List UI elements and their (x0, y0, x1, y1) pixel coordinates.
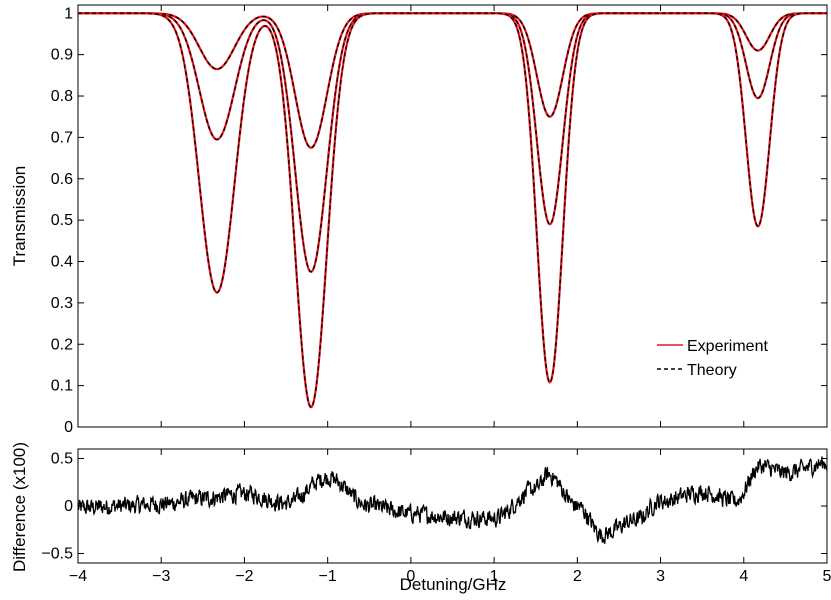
main-ytick-label: 0.9 (51, 47, 73, 64)
main-ytick-label: 0.2 (51, 336, 73, 353)
theory-line-1 (78, 12, 827, 273)
x-tick-label: −1 (319, 568, 337, 585)
x-tick-label: 5 (823, 568, 831, 585)
residual-axes-frame (77, 448, 828, 564)
main-ytick-label: 0.4 (51, 254, 73, 271)
main-ytick-label: 0.3 (51, 295, 73, 312)
main-axes-frame (77, 4, 828, 428)
main-ytick-label: 0.7 (51, 129, 73, 146)
residual-series-group (77, 456, 828, 545)
main-ytick-label: 0.5 (51, 212, 73, 229)
difference-line (77, 456, 828, 545)
main-ytick-label: 0.8 (51, 88, 73, 105)
x-axis-label: Detuning/GHz (400, 575, 507, 594)
residual-ytick-label: 0.5 (51, 451, 73, 468)
main-axis-ticks: 0 0.1 0.2 0.3 0.4 0.5 0.6 0.7 0.8 0.9 1 (51, 5, 828, 436)
x-tick-label: 0 (406, 568, 415, 585)
x-tick-label: 4 (739, 568, 748, 585)
residual-ytick-label: 0 (64, 498, 73, 515)
x-tick-label: 2 (573, 568, 582, 585)
theory-line-0 (78, 12, 827, 149)
main-series-group (78, 12, 827, 409)
experiment-line-0 (78, 12, 827, 149)
residual-axis-ticks: −0.5 0 0.5 −4 −3 −2 −1 0 1 2 3 4 5 (41, 449, 831, 585)
x-tick-label: −4 (69, 568, 87, 585)
theory-line-2 (78, 12, 827, 408)
legend-theory-label: Theory (687, 362, 737, 379)
legend: Experiment Theory (657, 338, 768, 379)
legend-experiment-label: Experiment (687, 338, 768, 355)
main-ytick-label: 0.1 (51, 378, 73, 395)
main-ytick-label: 0.6 (51, 171, 73, 188)
x-tick-label: −3 (152, 568, 170, 585)
main-ytick-label: 0 (64, 419, 73, 436)
residual-y-axis-label: Difference (x100) (10, 442, 29, 572)
x-tick-label: 3 (656, 568, 665, 585)
residual-ytick-label: −0.5 (41, 546, 73, 563)
x-tick-label: 1 (490, 568, 499, 585)
x-tick-label: −2 (235, 568, 253, 585)
main-ytick-label: 1 (64, 5, 73, 22)
main-y-axis-label: Transmission (10, 166, 29, 266)
